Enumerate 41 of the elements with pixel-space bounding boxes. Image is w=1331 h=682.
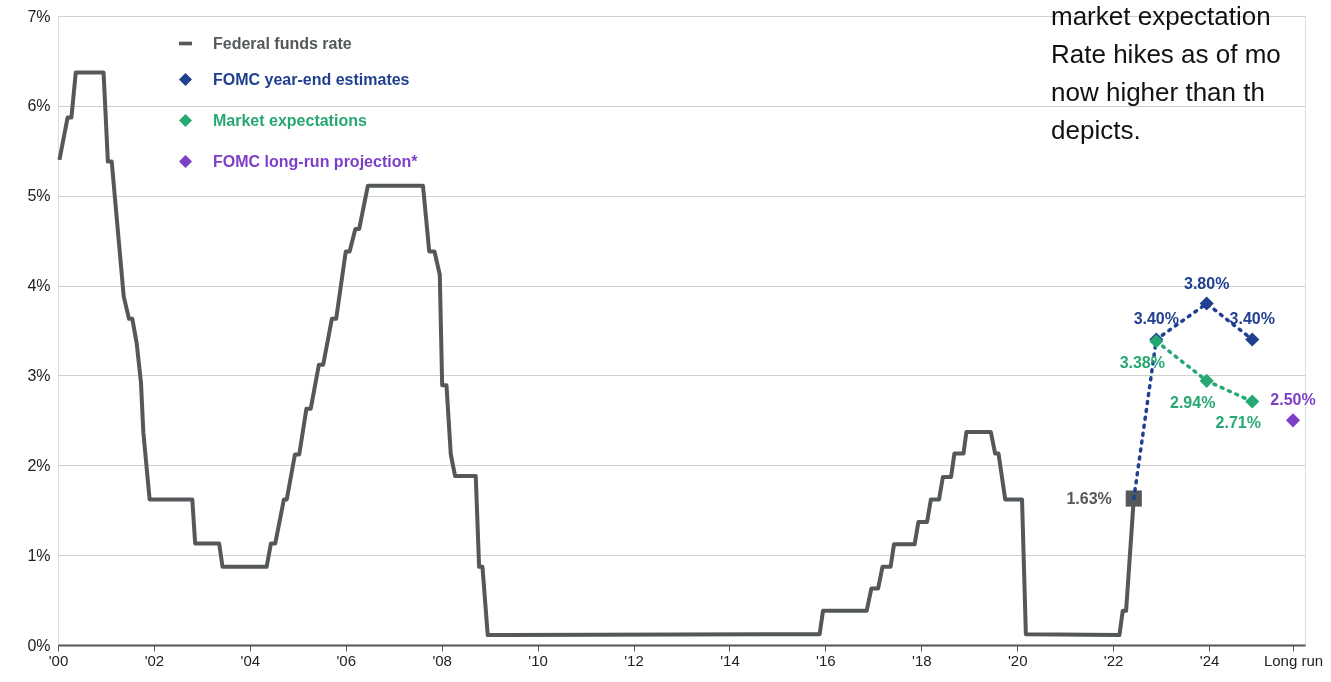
data-label: 3.80% bbox=[1183, 274, 1230, 292]
y-tick-label: 5% bbox=[27, 187, 51, 205]
data-label: 1.63% bbox=[1066, 489, 1112, 507]
point bbox=[1199, 373, 1214, 388]
point bbox=[1245, 394, 1260, 409]
y-tick-label: 4% bbox=[27, 277, 51, 295]
x-tick-label: '14 bbox=[720, 651, 740, 669]
legend-label: FOMC year-end estimates bbox=[213, 70, 410, 88]
y-tick-label: 2% bbox=[27, 456, 51, 474]
x-tick-label: Long run bbox=[1263, 651, 1324, 669]
y-tick-label: 0% bbox=[27, 636, 51, 654]
legend-label: Federal funds rate bbox=[213, 34, 352, 52]
point bbox=[1199, 296, 1214, 311]
x-tick-label: '16 bbox=[816, 651, 836, 669]
x-tick-label: '24 bbox=[1199, 651, 1220, 669]
x-tick-label: '02 bbox=[144, 651, 165, 669]
y-tick-label: 7% bbox=[27, 7, 51, 25]
y-tick-label: 6% bbox=[27, 97, 51, 115]
x-tick-label: '00 bbox=[48, 651, 69, 669]
data-label: 2.50% bbox=[1270, 391, 1316, 409]
data-label: 2.71% bbox=[1215, 414, 1261, 432]
legend-label: Market expectations bbox=[213, 111, 367, 129]
y-tick-label: 1% bbox=[27, 546, 51, 564]
x-tick-label: '04 bbox=[240, 651, 261, 669]
data-label: 3.40% bbox=[1229, 310, 1275, 328]
x-tick-label: '12 bbox=[624, 651, 644, 669]
x-tick-label: '20 bbox=[1007, 651, 1028, 669]
point bbox=[1245, 332, 1260, 347]
x-tick-label: '10 bbox=[528, 651, 548, 669]
annotation: market expectation Rate hikes as of mo now higher than th depicts. bbox=[1051, 1, 1281, 145]
x-tick-label: '18 bbox=[912, 651, 932, 669]
point bbox=[1285, 413, 1301, 428]
data-label: 3.40% bbox=[1133, 310, 1180, 328]
y-tick-label: 3% bbox=[27, 366, 51, 384]
x-tick-label: '06 bbox=[336, 651, 357, 669]
data-label: 3.38% bbox=[1119, 354, 1166, 372]
x-tick-label: '08 bbox=[432, 651, 452, 669]
x-tick-label: '22 bbox=[1103, 651, 1124, 669]
point bbox=[1125, 490, 1142, 507]
legend-label: FOMC long-run projection* bbox=[213, 152, 419, 170]
data-label: 2.94% bbox=[1169, 393, 1216, 411]
